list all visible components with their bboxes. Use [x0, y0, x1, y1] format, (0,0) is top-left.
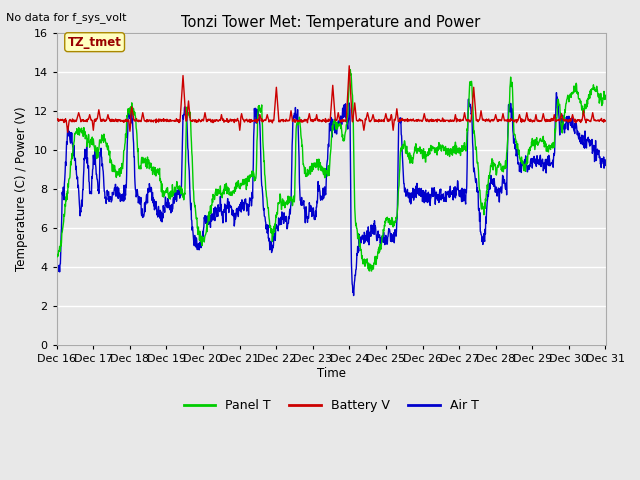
- Text: No data for f_sys_volt: No data for f_sys_volt: [6, 12, 127, 23]
- Title: Tonzi Tower Met: Temperature and Power: Tonzi Tower Met: Temperature and Power: [182, 15, 481, 30]
- Y-axis label: Temperature (C) / Power (V): Temperature (C) / Power (V): [15, 107, 28, 271]
- Text: TZ_tmet: TZ_tmet: [68, 36, 122, 48]
- X-axis label: Time: Time: [317, 367, 346, 380]
- Legend: Panel T, Battery V, Air T: Panel T, Battery V, Air T: [179, 394, 483, 417]
